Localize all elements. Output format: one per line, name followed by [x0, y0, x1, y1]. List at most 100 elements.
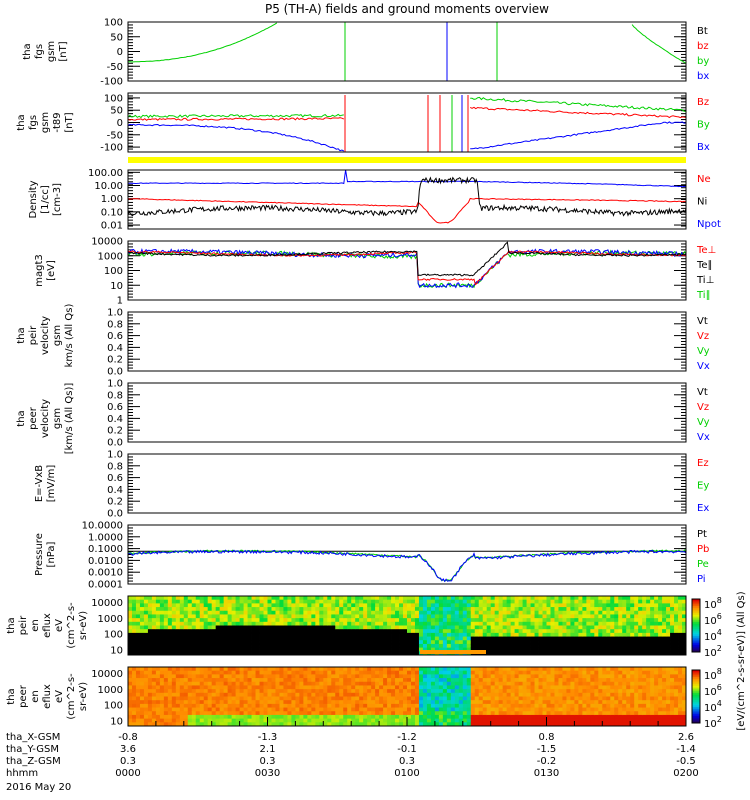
spectrogram-cell — [219, 689, 225, 694]
spectrogram-cell — [191, 711, 197, 716]
spectrogram-cell — [454, 707, 460, 712]
spectrogram-cell — [135, 703, 141, 708]
spectrogram-cell — [211, 618, 217, 623]
spectrogram-cell — [614, 603, 619, 608]
spectrogram-cell — [371, 722, 376, 727]
spectrogram-cell — [522, 722, 527, 727]
spectrogram-cell — [247, 618, 252, 623]
spectrogram-cell — [526, 685, 531, 690]
spectrogram-cell — [510, 640, 516, 645]
spectrogram-cell — [143, 667, 149, 672]
spectrogram-cell — [128, 685, 133, 690]
spectrogram-cell — [522, 703, 527, 708]
spectrogram-cell — [670, 621, 675, 626]
spectrogram-cell — [351, 707, 356, 712]
spectrogram-cell — [383, 618, 388, 623]
colorbar-segment — [692, 599, 700, 602]
spectrogram-cell — [347, 603, 352, 608]
spectrogram-cell — [259, 599, 264, 604]
spectrogram-cell — [586, 599, 591, 604]
spectrogram-cell — [271, 603, 276, 608]
spectrogram-cell — [474, 685, 480, 690]
spectrogram-cell — [223, 599, 229, 604]
spectrogram-cell — [518, 596, 523, 601]
spectrogram-cell — [482, 610, 488, 615]
y-axis-title: (cm^2-s- — [66, 602, 77, 649]
spectrogram-cell — [383, 651, 388, 656]
spectrogram-cell — [470, 703, 476, 708]
spectrogram-cell — [207, 599, 213, 604]
spectrogram-cell — [131, 636, 137, 641]
spectrogram-cell — [594, 651, 599, 656]
spectrogram-cell — [602, 678, 607, 683]
spectrogram-cell — [323, 707, 328, 712]
spectrogram-cell — [430, 610, 436, 615]
spectrogram-cell — [379, 614, 384, 619]
spectrogram-cell — [399, 674, 404, 679]
spectrogram-cell — [207, 647, 213, 652]
spectrogram-cell — [482, 625, 488, 630]
spectrogram-cell — [347, 700, 352, 705]
spectrogram-cell — [219, 711, 225, 716]
spectrogram-cell — [347, 596, 352, 601]
spectrogram-cell — [167, 703, 173, 708]
spectrogram-cell — [227, 711, 233, 716]
spectrogram-cell — [303, 651, 308, 656]
spectrogram-cell — [227, 621, 233, 626]
spectrogram-cell — [347, 625, 352, 630]
spectrogram-cell — [514, 632, 519, 637]
spectrogram-cell — [131, 610, 137, 615]
spectrogram-cell — [522, 678, 527, 683]
spectrogram-cell — [566, 722, 571, 727]
spectrogram-cell — [367, 643, 372, 649]
spectrogram-cell — [578, 714, 583, 720]
spectrogram-cell — [403, 670, 408, 675]
spectrogram-cell — [534, 689, 539, 694]
spectrogram-cell — [450, 640, 456, 645]
spectrogram-cell — [395, 674, 400, 679]
spectrogram-cell — [618, 632, 623, 637]
Bx-trace — [127, 123, 345, 152]
spectrogram-cell — [430, 722, 436, 727]
spectrogram-cell — [379, 689, 384, 694]
spectrogram-cell — [622, 714, 627, 720]
spectrogram-cell — [550, 599, 555, 604]
spectrogram-cell — [458, 621, 464, 626]
spectrogram-cell — [315, 689, 320, 694]
spectrogram-cell — [474, 643, 480, 649]
spectrogram-cell — [518, 718, 523, 723]
spectrogram-cell — [283, 711, 288, 716]
spectrogram-cell — [191, 603, 197, 608]
spectrogram-cell — [446, 711, 452, 716]
spectrogram-cell — [518, 703, 523, 708]
spectrogram-cell — [538, 678, 543, 683]
spectrogram-cell — [139, 678, 145, 683]
spectrogram-cell — [223, 722, 229, 727]
spectrogram-cell — [670, 640, 675, 645]
spectrogram-cell — [211, 629, 217, 634]
spectrogram-cell — [207, 610, 213, 615]
spectrogram-cell — [594, 681, 599, 686]
spectrogram-cell — [458, 678, 464, 683]
spectrogram-cell — [387, 711, 392, 716]
spectrogram-cell — [566, 703, 571, 708]
spectrogram-cell — [131, 722, 137, 727]
spectrogram-cell — [534, 632, 539, 637]
spectrogram-cell — [167, 718, 173, 723]
spectrogram-cell — [534, 692, 539, 697]
spectrogram-cell — [331, 714, 336, 720]
spectrogram-cell — [311, 696, 316, 701]
spectrogram-cell — [275, 670, 280, 675]
spectrogram-cell — [510, 718, 516, 723]
spectrogram-cell — [339, 707, 344, 712]
spectrogram-cell — [542, 703, 547, 708]
spectrogram-cell — [410, 610, 416, 615]
spectrogram-cell — [618, 670, 623, 675]
spectrogram-cell — [502, 603, 508, 608]
spectrogram-cell — [538, 722, 543, 727]
spectrogram-cell — [203, 632, 209, 637]
spectrogram-cell — [554, 718, 559, 723]
spectrogram-cell — [526, 643, 531, 649]
spectrogram-cell — [618, 621, 623, 626]
y-tick-label: 0.0010 — [88, 568, 123, 579]
